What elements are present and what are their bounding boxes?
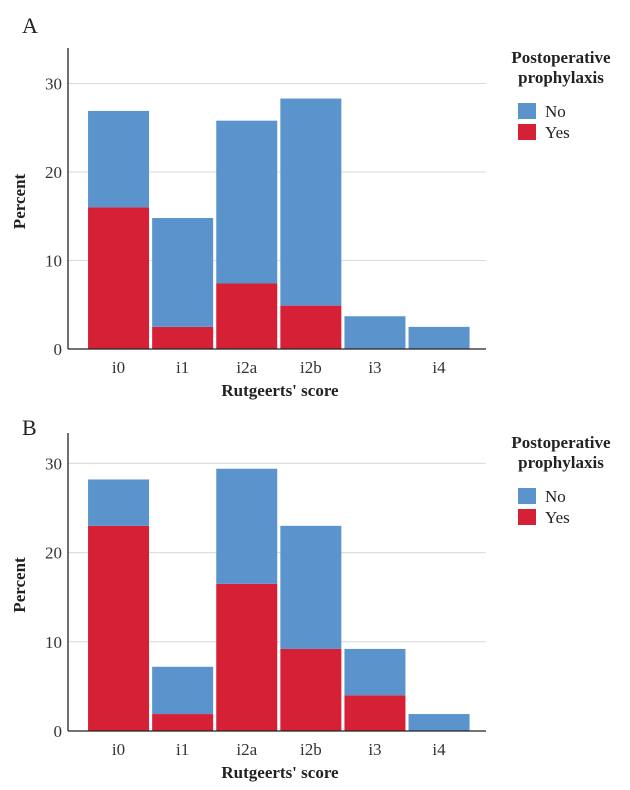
- panel-label: B: [22, 415, 37, 440]
- bar-no-i2b: [280, 98, 342, 306]
- y-axis-title: Percent: [10, 173, 29, 229]
- legend-label-yes: Yes: [545, 508, 570, 527]
- x-tick-label: i4: [432, 358, 446, 377]
- chart-panel-b: B 0 10 20 30 i0 i1 i2a i2b i3 i4 Rutgeerts' score Pe…: [10, 415, 611, 782]
- x-tick-label: i1: [176, 358, 189, 377]
- y-tick-label: 30: [45, 454, 62, 473]
- y-tick-label: 10: [45, 633, 62, 652]
- legend-swatch-no: [518, 103, 536, 119]
- bar-yes-i0: [88, 207, 150, 349]
- bar-yes-i1: [152, 326, 214, 349]
- x-tick-label: i2a: [236, 358, 257, 377]
- bar-yes-i1: [152, 714, 214, 731]
- x-tick-label: i3: [368, 740, 381, 759]
- legend-swatch-yes: [518, 509, 536, 525]
- legend-label-no: No: [545, 487, 566, 506]
- bar-yes-i2a: [216, 283, 278, 349]
- legend-title: prophylaxis: [518, 453, 604, 472]
- bar-no-i3: [344, 316, 406, 349]
- legend-label-yes: Yes: [545, 123, 570, 142]
- y-axis-title: Percent: [10, 557, 29, 613]
- legend-title: prophylaxis: [518, 68, 604, 87]
- legend-title: Postoperative: [511, 48, 611, 67]
- panel-label: A: [22, 13, 38, 38]
- bar-yes-i2b: [280, 305, 342, 349]
- x-tick-label: i3: [368, 358, 381, 377]
- y-tick-label: 0: [54, 340, 63, 359]
- x-axis-title: Rutgeerts' score: [221, 381, 339, 400]
- y-tick-label: 10: [45, 252, 62, 271]
- x-tick-label: i0: [112, 358, 125, 377]
- bar-no-i1: [152, 218, 214, 327]
- bar-yes-i2a: [216, 583, 278, 731]
- y-tick-label: 20: [45, 163, 62, 182]
- x-tick-label: i2b: [300, 740, 322, 759]
- bar-no-i2a: [216, 120, 278, 284]
- bar-no-i4: [408, 714, 470, 731]
- x-axis-title: Rutgeerts' score: [221, 763, 339, 782]
- y-tick-label: 0: [54, 722, 63, 741]
- legend-title: Postoperative: [511, 433, 611, 452]
- x-tick-label: i4: [432, 740, 446, 759]
- bar-yes-i3: [344, 695, 406, 731]
- x-tick-label: i2b: [300, 358, 322, 377]
- bar-no-i0: [88, 110, 150, 208]
- bar-yes-i0: [88, 525, 150, 731]
- legend-swatch-yes: [518, 124, 536, 140]
- legend-label-no: No: [545, 102, 566, 121]
- x-tick-label: i2a: [236, 740, 257, 759]
- bar-yes-i2b: [280, 648, 342, 731]
- chart-panel-a: A 0 10 20 30 i0 i1 i2a i2b i3 i4 Rutgeerts' score Pe…: [10, 13, 611, 400]
- y-tick-label: 30: [45, 75, 62, 94]
- bar-no-i0: [88, 479, 150, 526]
- y-tick-label: 20: [45, 544, 62, 563]
- bar-no-i1: [152, 666, 214, 715]
- x-tick-label: i1: [176, 740, 189, 759]
- x-tick-label: i0: [112, 740, 125, 759]
- bar-no-i2b: [280, 525, 342, 649]
- legend-swatch-no: [518, 488, 536, 504]
- bar-no-i2a: [216, 468, 278, 584]
- bar-no-i4: [408, 326, 470, 349]
- bar-no-i3: [344, 648, 406, 696]
